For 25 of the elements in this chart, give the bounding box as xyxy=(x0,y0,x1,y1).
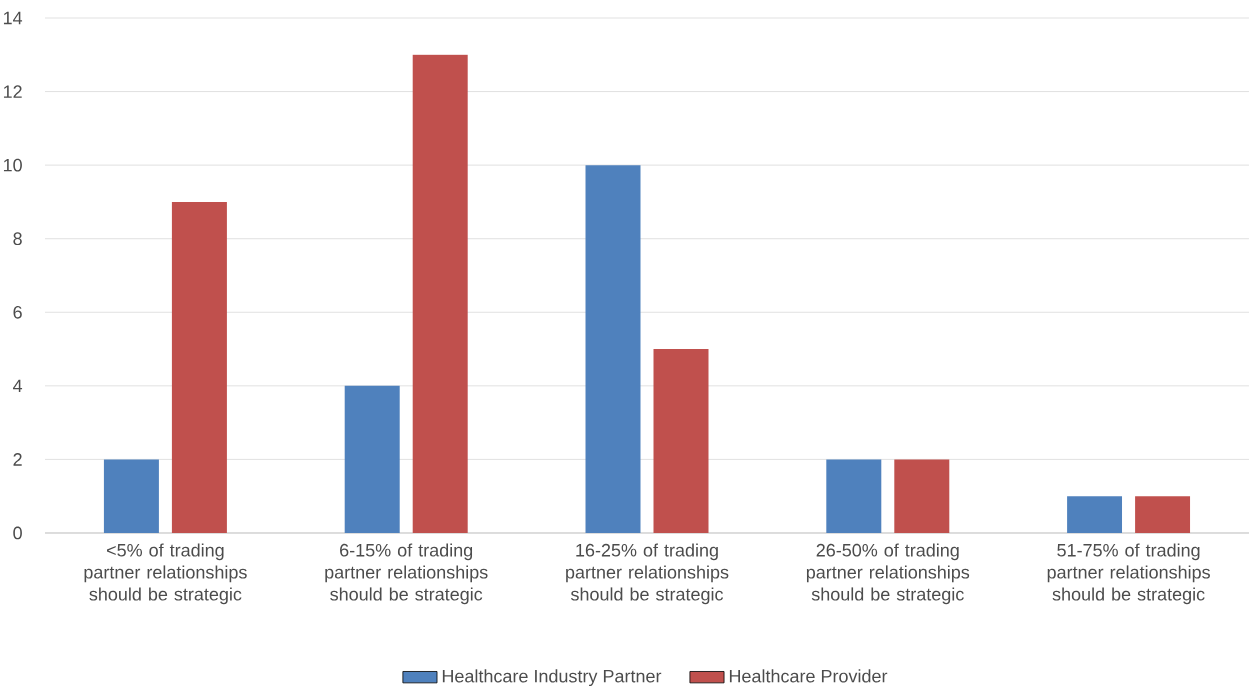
y-tick-label: 6 xyxy=(13,305,22,319)
x-tick-label: 51-75% of trading partner relationships should be strategic xyxy=(1047,543,1210,605)
x-tick-label: 26-50% of trading partner relationships should be strategic xyxy=(806,543,970,605)
x-tick-label: <5% of trading partner relationships should be strategic xyxy=(84,543,247,605)
y-tick-label: 8 xyxy=(13,232,22,246)
bar xyxy=(894,459,950,533)
bar xyxy=(585,165,641,533)
y-tick-label: 14 xyxy=(3,11,23,25)
bar xyxy=(826,459,882,533)
y-tick-label: 0 xyxy=(13,526,22,540)
bar xyxy=(103,459,159,533)
y-tick-label: 4 xyxy=(13,379,23,393)
bar xyxy=(171,201,227,533)
bar xyxy=(344,385,400,533)
bar xyxy=(1135,496,1191,533)
bar xyxy=(412,54,468,533)
x-tick-label: 6-15% of trading partner relationships should be strategic xyxy=(325,543,488,605)
y-tick-label: 12 xyxy=(3,85,22,98)
bar xyxy=(653,349,709,533)
x-tick-label: 16-25% of trading partner relationships should be strategic xyxy=(566,543,729,605)
legend-label: Healthcare Industry Partner xyxy=(442,669,662,687)
y-tick-label: 10 xyxy=(3,158,22,172)
bar xyxy=(1067,496,1123,533)
legend-label: Healthcare Provider xyxy=(729,669,888,683)
y-tick-label: 2 xyxy=(13,453,22,466)
